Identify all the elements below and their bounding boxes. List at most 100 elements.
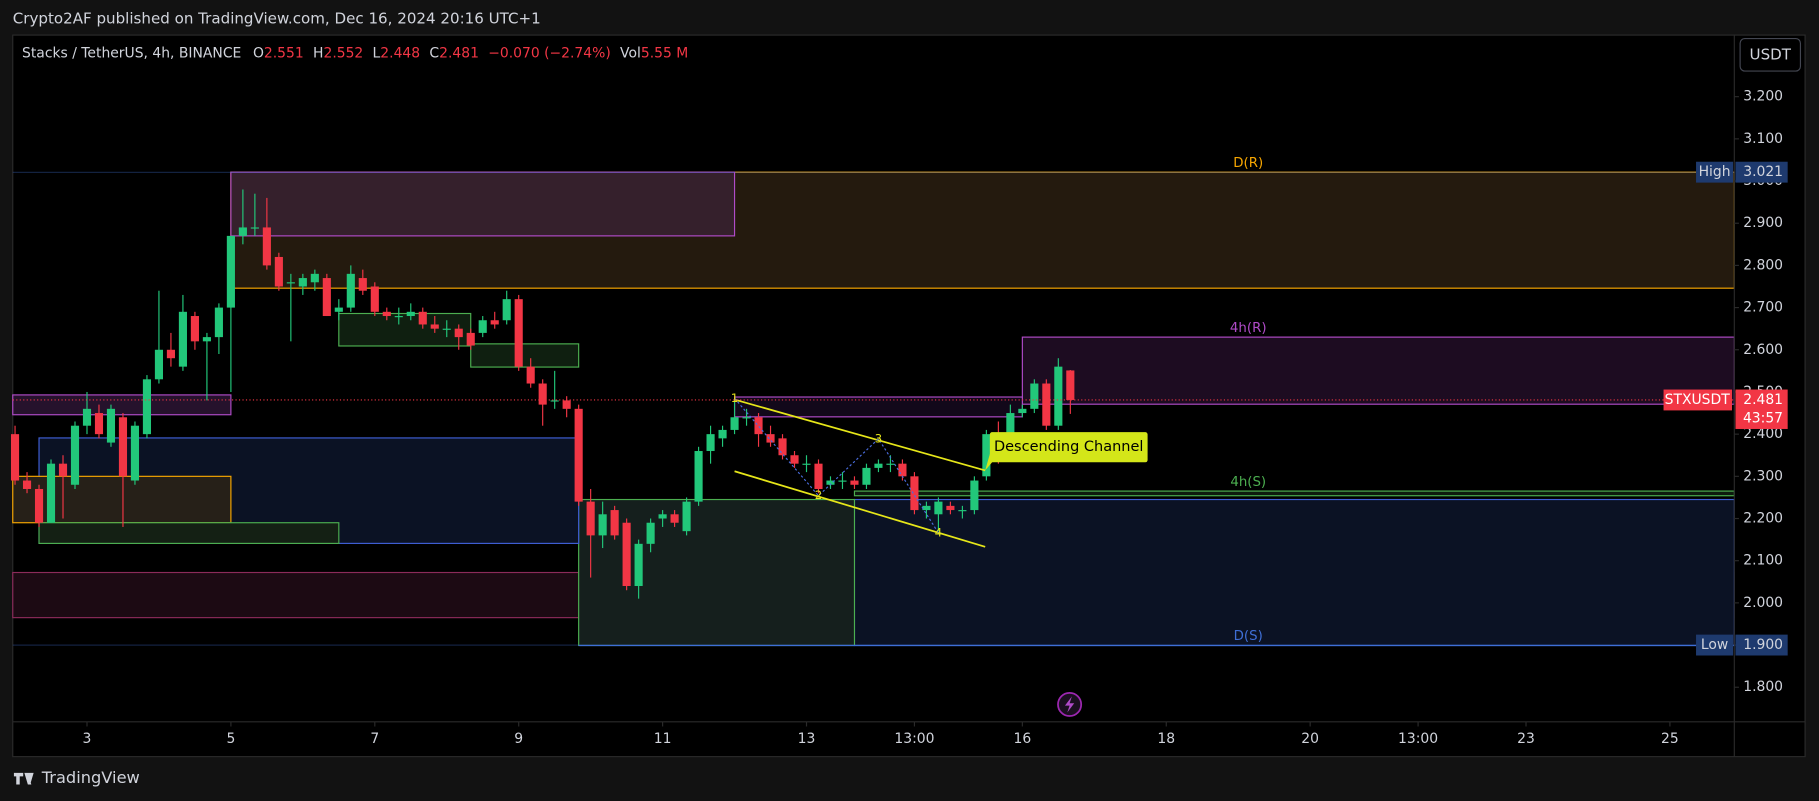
candle-body — [130, 425, 140, 481]
channel-line — [734, 470, 986, 548]
x-tick-label: 9 — [514, 731, 523, 747]
extreme-tag — [1696, 634, 1734, 656]
candle-body — [166, 349, 175, 359]
x-tick-label: 13:00 — [894, 731, 934, 747]
axes: 1.8001.9002.0002.1002.2002.3002.4002.500… — [12, 89, 1788, 747]
zone — [230, 171, 736, 237]
candle-body — [82, 408, 92, 426]
channel-label: Descending Channel — [994, 439, 1144, 455]
candle-body — [310, 273, 319, 283]
candle-body — [598, 514, 607, 536]
candle-body — [250, 227, 259, 229]
candle-body — [298, 278, 307, 287]
candle-body — [958, 510, 967, 512]
zone — [12, 394, 232, 416]
wave-label: 1 — [731, 391, 738, 405]
candle-body — [586, 501, 595, 536]
candle-body — [886, 463, 895, 465]
candle-body — [118, 417, 128, 477]
candle-body — [286, 282, 295, 284]
y-tick-label: 3.200 — [1743, 89, 1783, 105]
x-tick-label: 25 — [1661, 731, 1679, 747]
currency-button[interactable] — [1739, 37, 1802, 72]
symbol-tag — [1663, 389, 1732, 411]
zone — [12, 475, 232, 524]
zone — [733, 396, 1023, 418]
candle-body — [982, 434, 991, 477]
candle-body — [370, 286, 379, 312]
y-tick-label: 2.700 — [1743, 300, 1783, 316]
x-tick-label: 11 — [654, 731, 672, 747]
candle-body — [10, 434, 20, 481]
x-tick-label: 23 — [1517, 731, 1535, 747]
y-tick-label: 2.300 — [1743, 468, 1783, 484]
y-tick-label: 2.000 — [1743, 595, 1783, 611]
zone — [1021, 336, 1735, 405]
extreme-tag — [1696, 161, 1734, 183]
candle-body — [214, 307, 223, 338]
candle-body — [334, 307, 343, 312]
y-tick-label: 2.200 — [1743, 511, 1783, 527]
symbol-legend: Stacks / TetherUS, 4h, BINANCE O2.551 H2.5… — [22, 46, 688, 62]
candle-body — [574, 408, 583, 502]
candle-body — [706, 434, 715, 452]
zone — [578, 498, 856, 647]
y-tick-label: 2.400 — [1743, 426, 1783, 442]
x-tick-label: 20 — [1301, 731, 1319, 747]
extreme-value: 3.021 — [1743, 164, 1783, 180]
candle-body — [670, 514, 679, 523]
candle-body — [262, 227, 271, 266]
candle-body — [790, 455, 799, 464]
candle-body — [922, 505, 931, 511]
zone-label: D(S) — [1234, 629, 1263, 644]
candle-body — [46, 463, 56, 523]
currency-label[interactable]: USDT — [1750, 45, 1792, 63]
candle-body — [766, 434, 775, 443]
last-price-box — [1735, 389, 1788, 429]
candle-body — [778, 438, 787, 456]
x-tick-label: 13:00 — [1398, 731, 1438, 747]
candle-body — [226, 235, 235, 308]
candle-body — [202, 337, 211, 342]
candle-body — [1054, 366, 1063, 426]
candle-body — [478, 320, 487, 333]
candle-body — [22, 480, 32, 489]
candle-body — [406, 311, 415, 317]
candle-body — [910, 476, 919, 511]
candle-body — [142, 379, 152, 435]
x-tick-label: 7 — [370, 731, 379, 747]
candle-body — [682, 501, 691, 532]
candle-body — [70, 425, 80, 485]
candle-body — [826, 480, 835, 485]
zone-label: D(R) — [1233, 156, 1263, 171]
candle-body — [562, 400, 571, 409]
zone — [38, 522, 340, 544]
candle-body — [34, 488, 44, 523]
candle-body — [862, 467, 871, 485]
price-pane: W(R)D(R)4h(R)4h(S)D(S)Descending Channel… — [10, 156, 1735, 647]
ohlc-key: O — [253, 46, 264, 62]
candle-body — [514, 299, 523, 367]
candle-body — [106, 408, 116, 443]
extreme-value-box — [1735, 161, 1788, 183]
x-tick-label: 18 — [1157, 731, 1175, 747]
candle-body — [646, 522, 655, 544]
x-tick-label: 16 — [1014, 731, 1032, 747]
x-tick-label: 13 — [798, 731, 816, 747]
extreme-value: 1.900 — [1743, 637, 1783, 653]
candle-body — [814, 463, 823, 489]
candle-body — [502, 299, 511, 321]
zone-label: 4h(R) — [1230, 321, 1267, 336]
y-tick-label: 2.900 — [1743, 215, 1783, 231]
candle-body — [634, 543, 643, 587]
brand-name: TradingView — [41, 768, 140, 787]
y-tick-label: 3.100 — [1743, 131, 1783, 147]
ohlc-key: C — [429, 46, 439, 62]
ohlc-key: H — [313, 46, 323, 62]
y-tick-label: 2.600 — [1743, 342, 1783, 358]
candle-body — [946, 505, 955, 511]
candle-body — [322, 278, 331, 317]
candle-body — [730, 417, 739, 430]
x-tick-label: 3 — [83, 731, 92, 747]
